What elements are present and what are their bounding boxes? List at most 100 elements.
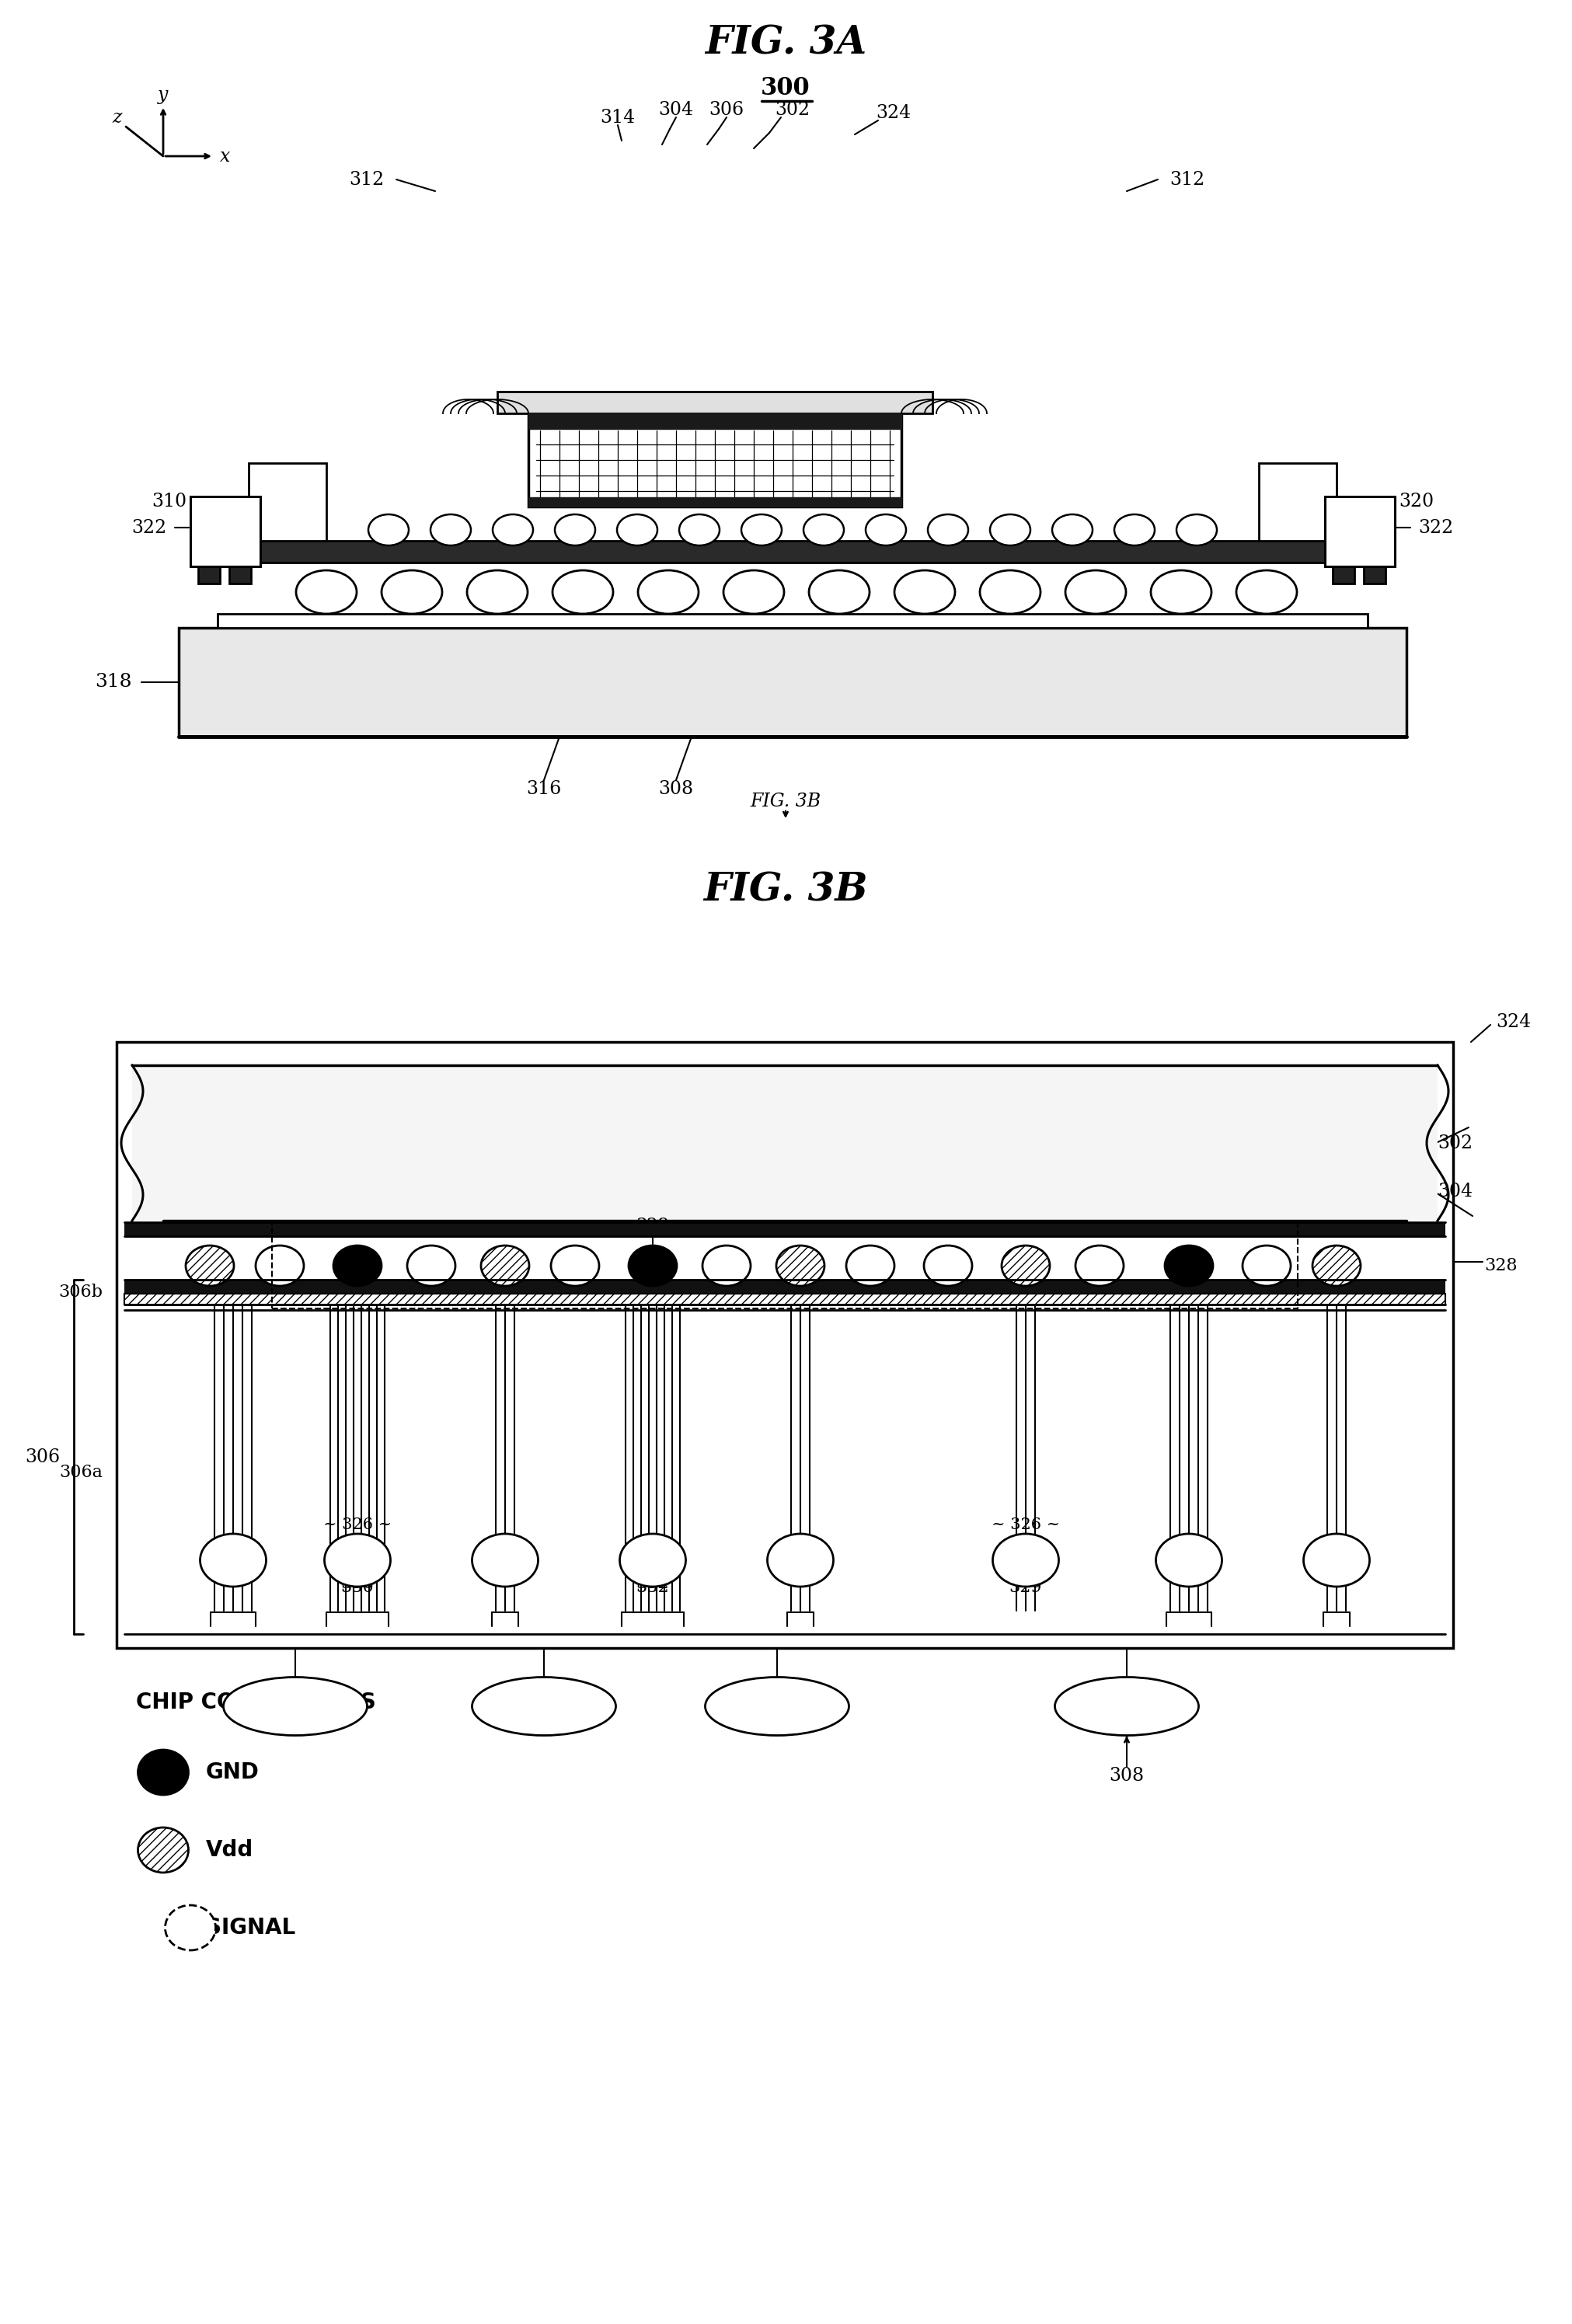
Bar <box>1259 462 1336 541</box>
Bar <box>198 567 220 583</box>
Ellipse shape <box>138 1750 189 1794</box>
Text: z: z <box>112 109 121 125</box>
Text: FIG. 3B: FIG. 3B <box>703 872 868 909</box>
Text: 318: 318 <box>96 674 132 690</box>
Text: 330: 330 <box>341 1576 374 1592</box>
Text: x: x <box>220 146 231 165</box>
Bar <box>124 1222 1445 1236</box>
Ellipse shape <box>810 569 869 614</box>
Ellipse shape <box>1151 569 1212 614</box>
Text: Vdd: Vdd <box>206 1838 253 1862</box>
Text: 304: 304 <box>659 100 693 119</box>
Ellipse shape <box>990 514 1030 546</box>
Ellipse shape <box>138 1827 189 1873</box>
Ellipse shape <box>1115 514 1155 546</box>
Text: 322: 322 <box>132 518 167 537</box>
Ellipse shape <box>555 514 596 546</box>
Bar <box>217 614 1368 627</box>
Ellipse shape <box>679 514 720 546</box>
Text: 312: 312 <box>1170 170 1204 188</box>
Text: 332: 332 <box>637 1576 670 1592</box>
Bar <box>272 1222 1298 1308</box>
Text: GND: GND <box>756 1699 799 1715</box>
Text: 302: 302 <box>1437 1134 1473 1153</box>
Ellipse shape <box>846 1246 894 1285</box>
Ellipse shape <box>333 1246 382 1285</box>
Ellipse shape <box>1236 569 1297 614</box>
Text: 310: 310 <box>151 493 187 511</box>
Ellipse shape <box>223 1678 368 1736</box>
Text: 332: 332 <box>637 1578 670 1597</box>
Ellipse shape <box>927 514 968 546</box>
Ellipse shape <box>1052 514 1093 546</box>
Ellipse shape <box>616 514 657 546</box>
Text: ~ 326 ~: ~ 326 ~ <box>324 1518 391 1532</box>
Text: 324: 324 <box>1497 1013 1531 1032</box>
Ellipse shape <box>185 1246 234 1285</box>
Ellipse shape <box>1075 1246 1124 1285</box>
Text: 308: 308 <box>1110 1766 1144 1785</box>
Ellipse shape <box>1055 1678 1198 1736</box>
Text: y: y <box>159 86 168 105</box>
Text: 320: 320 <box>1399 493 1434 511</box>
Ellipse shape <box>742 514 781 546</box>
Text: 306: 306 <box>709 100 744 119</box>
Text: ~ 326 ~: ~ 326 ~ <box>992 1518 1060 1532</box>
Ellipse shape <box>777 1246 824 1285</box>
Text: 328: 328 <box>145 1285 174 1299</box>
Text: 302: 302 <box>775 100 810 119</box>
Text: 330: 330 <box>341 1578 374 1597</box>
Ellipse shape <box>296 569 357 614</box>
Bar <box>1325 497 1394 567</box>
Ellipse shape <box>629 1246 678 1285</box>
Text: 322: 322 <box>1418 518 1453 537</box>
Ellipse shape <box>894 569 956 614</box>
Bar <box>190 497 261 567</box>
Text: 324: 324 <box>876 105 912 123</box>
Bar <box>1364 567 1385 583</box>
Bar <box>1333 567 1355 583</box>
Bar <box>124 1294 1445 1304</box>
Ellipse shape <box>703 1246 751 1285</box>
Text: 304: 304 <box>1437 1183 1473 1199</box>
Ellipse shape <box>382 569 442 614</box>
Ellipse shape <box>200 1534 266 1587</box>
Ellipse shape <box>324 1534 390 1587</box>
Ellipse shape <box>256 1246 303 1285</box>
Text: 314: 314 <box>601 109 635 125</box>
Ellipse shape <box>992 1534 1060 1587</box>
Text: GND: GND <box>206 1762 259 1783</box>
Text: 328: 328 <box>1484 1257 1517 1274</box>
Ellipse shape <box>550 1246 599 1285</box>
Text: 300: 300 <box>761 77 810 100</box>
Ellipse shape <box>1066 569 1126 614</box>
Bar <box>230 567 252 583</box>
Ellipse shape <box>492 514 533 546</box>
Ellipse shape <box>1165 1246 1214 1285</box>
Text: 306a: 306a <box>60 1464 102 1480</box>
Ellipse shape <box>472 1678 616 1736</box>
Ellipse shape <box>1313 1246 1361 1285</box>
Ellipse shape <box>706 1678 849 1736</box>
Ellipse shape <box>1155 1534 1221 1587</box>
Text: 308: 308 <box>659 781 693 799</box>
Bar <box>124 1281 1445 1294</box>
Bar <box>116 1041 1453 1648</box>
Bar <box>528 414 901 507</box>
Ellipse shape <box>165 1906 215 1950</box>
Text: CHIP CONNECTIONS: CHIP CONNECTIONS <box>137 1692 376 1713</box>
Text: 312: 312 <box>349 170 385 188</box>
Text: 328: 328 <box>637 1218 670 1234</box>
Ellipse shape <box>467 569 528 614</box>
Text: 316: 316 <box>527 781 561 799</box>
Bar <box>248 462 327 541</box>
Bar <box>241 541 1344 562</box>
Text: FIG. 3B: FIG. 3B <box>750 792 821 811</box>
Ellipse shape <box>431 514 472 546</box>
Ellipse shape <box>1242 1246 1291 1285</box>
Ellipse shape <box>723 569 784 614</box>
Ellipse shape <box>979 569 1041 614</box>
Ellipse shape <box>481 1246 530 1285</box>
Ellipse shape <box>866 514 905 546</box>
Bar <box>528 414 901 430</box>
